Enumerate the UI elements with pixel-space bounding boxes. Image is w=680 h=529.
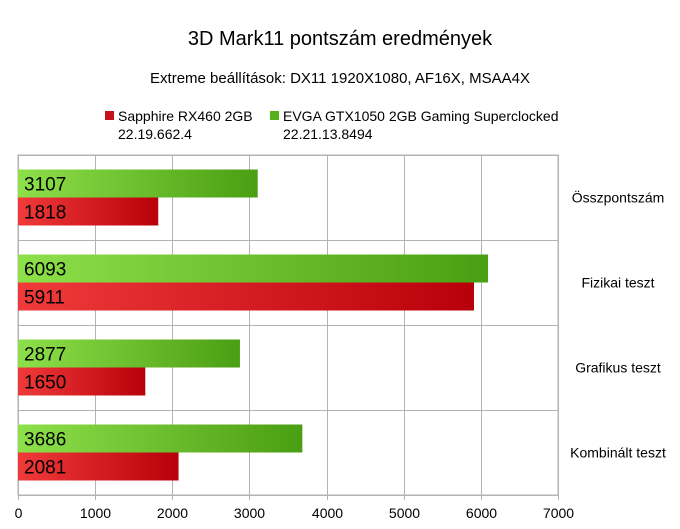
legend-item-sapphire: Sapphire RX460 2GB 22.19.662.4 — [105, 107, 253, 143]
x-tick-label: 1000 — [80, 505, 111, 521]
x-tick-label: 4000 — [312, 505, 343, 521]
bar-value-label: 3686 — [24, 430, 66, 451]
bar — [18, 254, 489, 283]
bar — [18, 367, 146, 396]
bar-value-label: 2081 — [24, 458, 66, 479]
x-tick-label: 5000 — [389, 505, 420, 521]
bar-value-label: 1818 — [24, 203, 66, 224]
bar — [18, 339, 240, 368]
legend-detail-evga: 22.21.13.8494 — [283, 126, 373, 142]
legend-item-evga: EVGA GTX1050 2GB Gaming Superclocked 22.… — [270, 107, 558, 143]
x-tick-label: 2000 — [157, 505, 188, 521]
bar-value-label: 5911 — [24, 288, 65, 309]
x-tick-label: 6000 — [466, 505, 497, 521]
legend-swatch-evga — [270, 111, 279, 120]
bar-value-label: 3107 — [24, 175, 66, 196]
bar — [18, 452, 179, 481]
legend-label-evga: EVGA GTX1050 2GB Gaming Superclocked — [283, 108, 559, 124]
chart-title: 3D Mark11 pontszám eredmények — [187, 28, 493, 50]
bar-value-label: 6093 — [24, 260, 66, 281]
x-tick-label: 7000 — [543, 505, 574, 521]
legend-swatch-sapphire — [105, 111, 114, 120]
bar — [18, 169, 258, 198]
category-label: Fizikai teszt — [581, 275, 654, 291]
category-label: Grafikus teszt — [575, 360, 661, 376]
category-label: Összpontszám — [572, 189, 665, 206]
legend-label-sapphire: Sapphire RX460 2GB — [118, 108, 253, 124]
legend-detail-sapphire: 22.19.662.4 — [118, 126, 192, 142]
bar — [18, 197, 159, 226]
bar — [18, 282, 474, 311]
bar — [18, 424, 303, 453]
category-label: Kombinált teszt — [570, 445, 666, 461]
bar-value-label: 2877 — [24, 345, 66, 366]
bar-value-label: 1650 — [24, 373, 66, 394]
x-tick-label: 3000 — [234, 505, 265, 521]
x-tick-label: 0 — [15, 505, 23, 521]
chart-subtitle: Extreme beállítások: DX11 1920X1080, AF1… — [150, 70, 530, 87]
